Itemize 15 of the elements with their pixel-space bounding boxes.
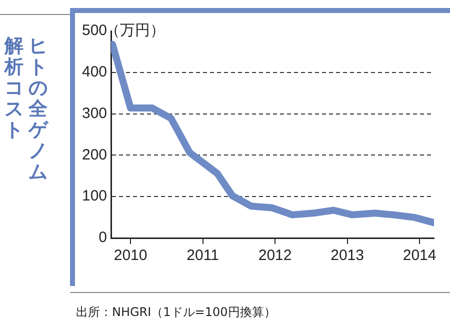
x-tick-label: 2010 [114, 247, 148, 264]
y-tick-label: 400 [82, 64, 108, 81]
text: 解析コスト [4, 35, 24, 143]
y-tick-label: 0 [98, 229, 108, 246]
y-tick-label: 300 [82, 104, 108, 122]
y-tick-label: 100 [82, 188, 108, 205]
y-tick-label: 500 [82, 22, 108, 40]
text: 出所：NHGRI（1ドル=100円換算） [76, 304, 276, 321]
y-axis-title: （万円） [105, 20, 166, 39]
x-tick-label: 2012 [258, 247, 292, 264]
y-tick-label: 200 [82, 146, 108, 164]
text: ヒトの全ゲノム [28, 35, 48, 185]
x-tick-label: 2011 [186, 247, 219, 264]
x-tick-label: 2013 [330, 247, 364, 264]
x-tick-label: 2014 [402, 247, 436, 264]
